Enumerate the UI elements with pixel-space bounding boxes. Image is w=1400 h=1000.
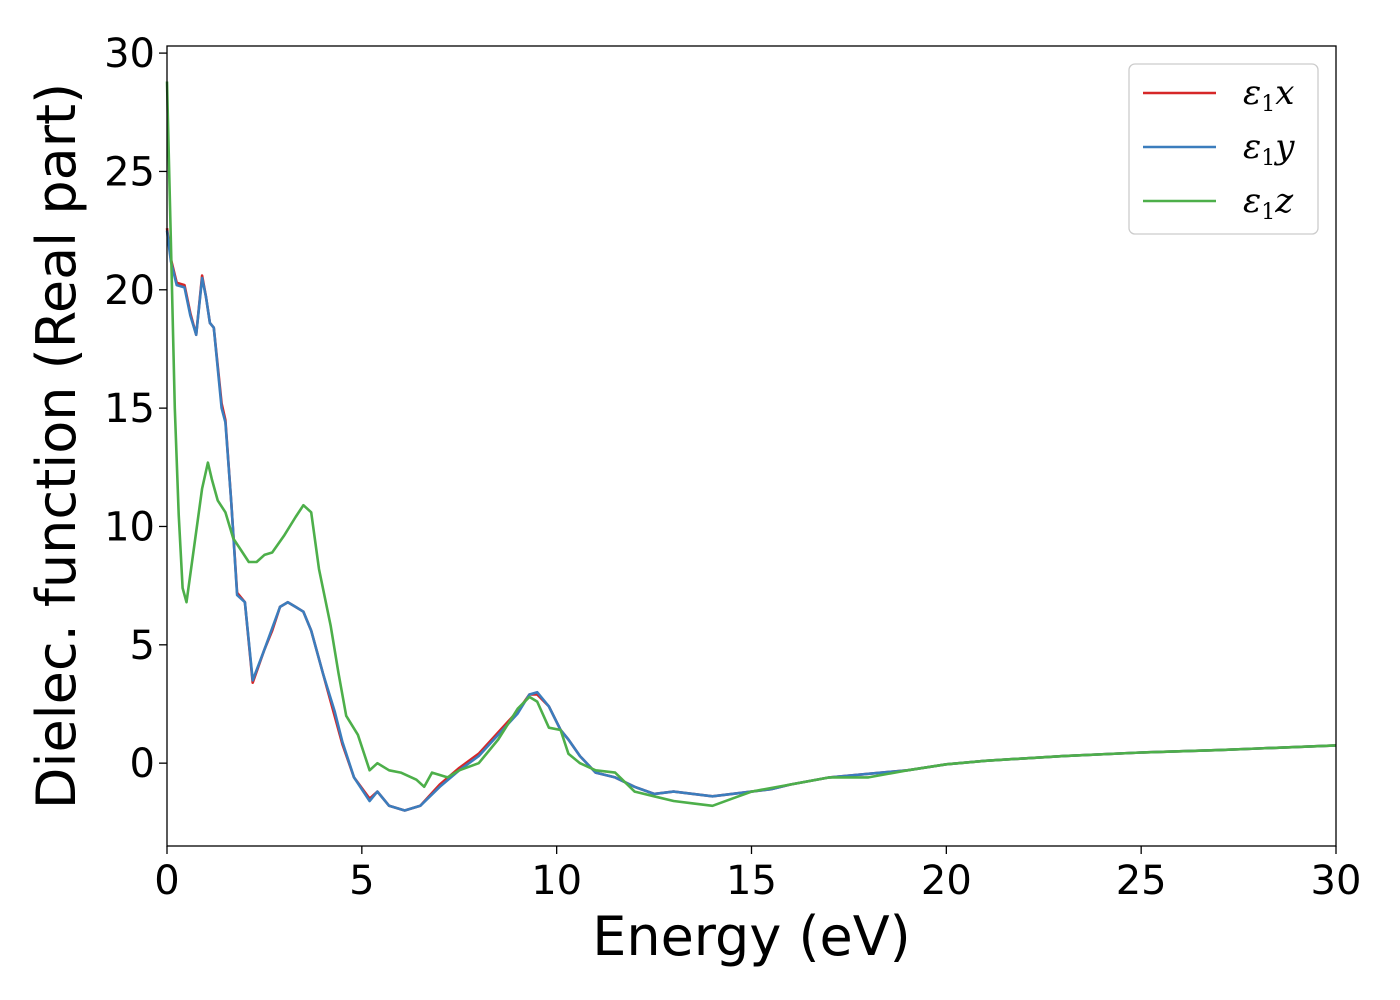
y-tick-label: 15	[104, 386, 155, 432]
x-tick-label: 0	[154, 858, 179, 904]
series-line-1	[165, 228, 1337, 812]
y-tick-label: 20	[104, 268, 155, 314]
x-axis-ticks: 0 5 10 15 20 25 30	[154, 846, 1361, 904]
legend: ε1x ε1y ε1z	[1128, 63, 1319, 235]
y-axis-title: Dielec. function (Real part)	[25, 83, 88, 809]
series-line-2	[165, 230, 1337, 812]
x-axis-title: Energy (eV)	[592, 905, 911, 968]
legend-label: ε1y	[1243, 127, 1295, 171]
x-tick-label: 10	[531, 858, 582, 904]
y-tick-label: 5	[130, 623, 155, 669]
legend-label: ε1x	[1243, 73, 1294, 117]
series-line-3	[165, 81, 1337, 808]
x-tick-label: 25	[1116, 858, 1167, 904]
x-tick-label: 30	[1311, 858, 1362, 904]
x-tick-label: 15	[726, 858, 777, 904]
y-tick-label: 0	[130, 741, 155, 787]
y-tick-label: 25	[104, 149, 155, 195]
x-tick-label: 20	[921, 858, 972, 904]
series-layer	[165, 81, 1337, 812]
y-axis-ticks: 0 5 10 15 20 25 30	[104, 31, 167, 787]
legend-box	[1128, 63, 1319, 235]
y-tick-label: 30	[104, 31, 155, 77]
y-tick-label: 10	[104, 504, 155, 550]
plot-frame	[166, 45, 1337, 847]
legend-label: ε1z	[1243, 181, 1294, 225]
x-tick-label: 5	[349, 858, 374, 904]
